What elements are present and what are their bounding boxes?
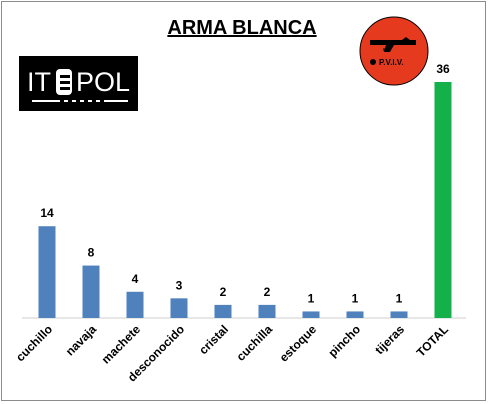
data-label-pincho: 1 (352, 291, 359, 305)
bar-tijeras (390, 311, 408, 318)
data-label-estoque: 1 (308, 291, 315, 305)
bar-machete (126, 291, 144, 318)
badge-text: P.V.I.V. (379, 58, 404, 67)
bar-navaja (82, 265, 100, 318)
itpol-logo: IT POL (19, 56, 138, 111)
x-tick-label-cuchilla: cuchilla (234, 322, 276, 364)
opviv-badge: P.V.I.V. (359, 16, 429, 86)
data-label-total: 36 (436, 62, 450, 76)
bar-total (434, 82, 452, 318)
x-tick-label-estoque: estoque (277, 322, 320, 365)
data-label-desconocido: 3 (176, 278, 183, 292)
bar-cristal (214, 304, 232, 318)
logo-text-right: POL (76, 67, 130, 97)
data-label-machete: 4 (132, 272, 139, 286)
gun-icon (370, 37, 416, 52)
data-label-cuchilla: 2 (264, 285, 271, 299)
x-tick-label-navaja: navaja (63, 322, 100, 359)
data-label-tijeras: 1 (396, 291, 403, 305)
x-tick-label-pincho: pincho (325, 322, 363, 360)
bar-estoque (302, 311, 320, 318)
x-tick-label-machete: machete (99, 322, 144, 367)
data-label-navaja: 8 (88, 246, 95, 260)
bar-pincho (346, 311, 364, 318)
bar-desconocido (170, 298, 188, 318)
x-tick-label-cristal: cristal (196, 322, 231, 357)
x-tick-label-tijeras: tijeras (372, 322, 407, 357)
data-label-cuchillo: 14 (40, 206, 54, 220)
chart-title: ARMA BLANCA (167, 17, 316, 39)
logo-underline (32, 100, 128, 102)
x-tick-label-total: TOTAL (414, 322, 451, 359)
bar-cuchilla (258, 304, 276, 318)
data-label-cristal: 2 (220, 285, 227, 299)
bar-cuchillo (38, 226, 56, 318)
logo-text-left: IT (27, 67, 51, 97)
x-tick-label-cuchillo: cuchillo (13, 322, 55, 364)
